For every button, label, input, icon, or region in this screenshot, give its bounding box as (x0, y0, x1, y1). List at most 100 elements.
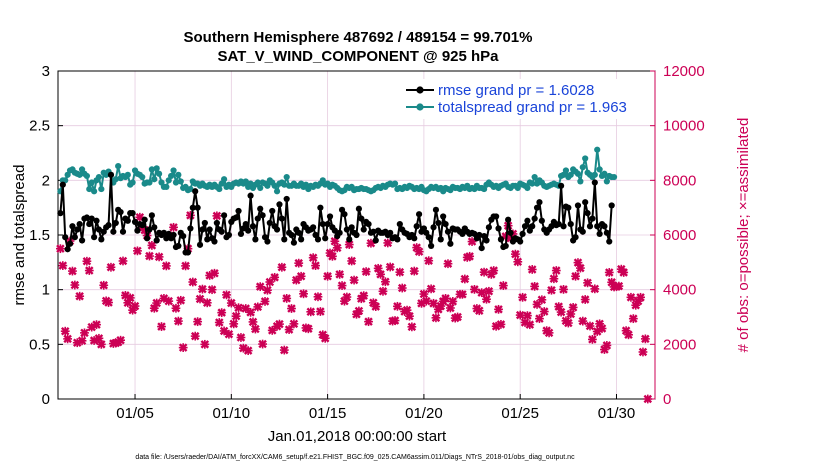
obs-point (80, 328, 89, 338)
rmse-point (98, 236, 105, 243)
totalspread-point (163, 183, 170, 190)
obs-point (597, 324, 607, 333)
obs-point (306, 307, 316, 317)
totalspread-point (524, 184, 531, 192)
rmse-point (206, 226, 213, 233)
rmse-point (124, 217, 131, 224)
obs-point (178, 343, 188, 353)
obs-point (371, 302, 381, 312)
obs-point (551, 266, 561, 275)
obs-point (513, 257, 523, 267)
obs-point (253, 302, 263, 312)
obs-point (210, 268, 219, 278)
obs-point (626, 292, 636, 302)
totalspread-point (391, 180, 399, 187)
rmse-series (57, 171, 615, 256)
rmse-point (57, 210, 64, 217)
obs-point (547, 285, 556, 295)
rmse-point (264, 238, 271, 245)
obs-point (270, 272, 280, 282)
totalspread-point (98, 185, 105, 193)
totalspread-point (175, 171, 182, 178)
chart-subtitle: SAT_V_WIND_COMPONENT @ 925 hPa (217, 48, 499, 65)
rmse-point (83, 214, 90, 221)
obs-point (393, 301, 402, 311)
rmse-point (326, 213, 334, 220)
y-tick-label: 3 (42, 63, 50, 80)
obs-point (152, 298, 162, 308)
rmse-point (131, 218, 139, 225)
obs-point (133, 246, 142, 256)
rmse-point (495, 225, 502, 232)
rmse-point (428, 242, 435, 250)
obs-point (284, 325, 294, 334)
legend-spread: totalspread grand pr = 1.963 (438, 99, 627, 116)
rmse-point (596, 230, 603, 238)
obs-point (385, 262, 395, 272)
obs-point (157, 322, 166, 331)
rmse-point (447, 240, 454, 247)
totalspread-point (216, 185, 223, 193)
obs-point (303, 324, 313, 334)
rmse-point (213, 219, 220, 227)
rmse-point (529, 223, 536, 230)
obs-point (539, 307, 549, 316)
obs-point (63, 334, 73, 344)
rmse-point (211, 238, 218, 245)
obs-point (84, 266, 94, 275)
obs-point (383, 238, 393, 248)
rmse-point (196, 241, 204, 248)
rmse-point (594, 223, 601, 230)
rmse-point (199, 226, 206, 233)
rmse-point (531, 215, 538, 222)
rmse-point (603, 229, 610, 236)
rmse-point (298, 236, 305, 243)
totalspread-point (610, 173, 618, 181)
rmse-point (252, 236, 259, 243)
obs-point (628, 314, 638, 324)
obs-point (347, 256, 357, 266)
rmse-point (254, 215, 261, 222)
rmse-point (117, 208, 124, 216)
totalspread-point (264, 182, 271, 189)
totalspread-point (139, 173, 146, 181)
obs-point (424, 256, 434, 266)
rmse-point (413, 223, 420, 230)
y-tick-label: 1.5 (29, 227, 50, 244)
rmse-point (64, 246, 71, 253)
rmse-point (225, 231, 233, 239)
obs-point (563, 318, 573, 328)
rmse-point (459, 230, 466, 238)
rmse-point (283, 195, 290, 203)
rmse-point (59, 181, 66, 188)
legend-rmse-marker (416, 86, 424, 94)
obs-point (470, 284, 479, 294)
rmse-point (396, 220, 403, 228)
rmse-point (245, 227, 252, 234)
obs-point (77, 336, 87, 346)
rmse-point (432, 206, 440, 213)
totalspread-point (254, 179, 261, 186)
totalspread-point (129, 179, 136, 186)
totalspread-point (221, 176, 228, 183)
obs-point (193, 317, 203, 327)
totalspread-point (601, 170, 608, 177)
rmse-point (497, 236, 505, 243)
obs-point (544, 328, 554, 338)
x-tick-label: 01/10 (213, 405, 251, 422)
totalspread-point (582, 155, 589, 162)
rmse-point (107, 171, 115, 178)
rmse-point (485, 224, 492, 231)
y-right-tick-label: 10000 (663, 118, 705, 135)
obs-point (224, 329, 234, 339)
obs-point (275, 319, 284, 329)
obs-point (484, 286, 494, 296)
rmse-point (606, 238, 613, 245)
rmse-point (273, 226, 281, 233)
obs-point (477, 288, 487, 298)
obs-point (361, 267, 371, 277)
rmse-point (507, 229, 514, 236)
y-right-tick-label: 8000 (663, 172, 696, 189)
totalspread-point (148, 166, 155, 173)
obs-point (397, 283, 407, 293)
